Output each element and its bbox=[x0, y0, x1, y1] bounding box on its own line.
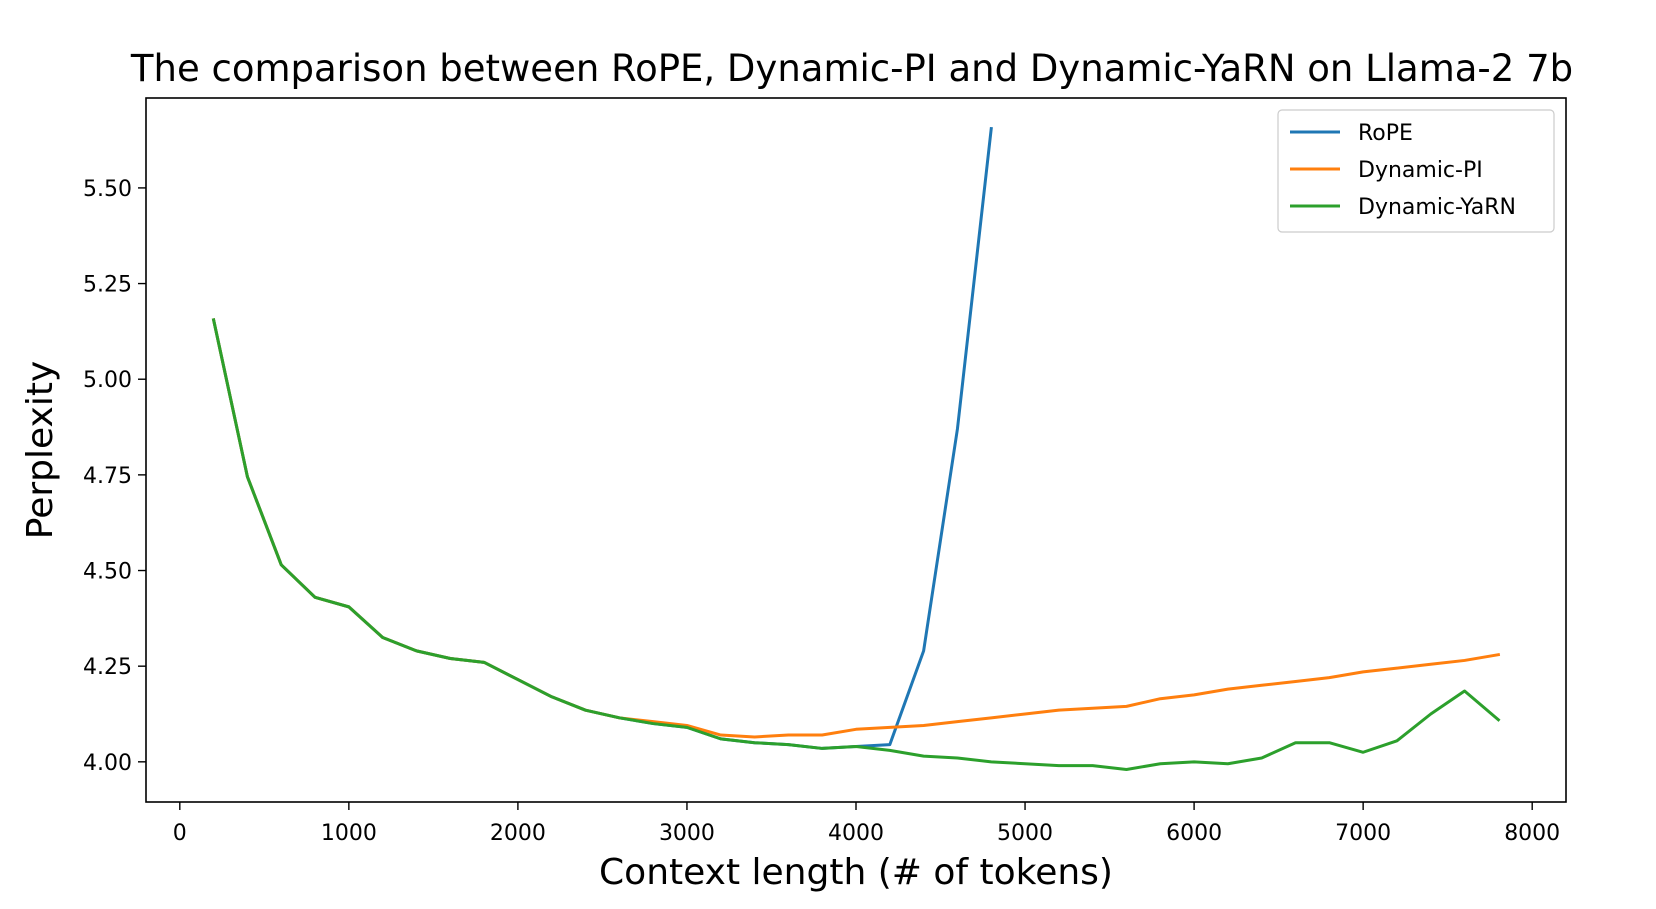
legend-box bbox=[1277, 109, 1555, 233]
y-tick-label: 4.00 bbox=[83, 751, 132, 776]
series-layer bbox=[211, 126, 1501, 771]
y-tick-label: 4.25 bbox=[83, 655, 132, 680]
legend: RoPE Dynamic-PI Dynamic-YaRN bbox=[1277, 109, 1555, 233]
x-tick-label: 5000 bbox=[997, 821, 1053, 846]
x-tick-label: 0 bbox=[173, 821, 187, 846]
y-tick-label: 5.50 bbox=[83, 177, 132, 202]
x-tick-label: 6000 bbox=[1166, 821, 1222, 846]
y-tick-label: 4.75 bbox=[83, 464, 132, 489]
y-axis: 4.00 4.25 4.50 4.75 5.00 5.25 5.50 bbox=[83, 177, 146, 776]
y-tick-label: 4.50 bbox=[83, 560, 132, 585]
x-axis-label: Context length (# of tokens) bbox=[599, 852, 1113, 893]
x-tick-label: 1000 bbox=[321, 821, 377, 846]
chart-title: The comparison between RoPE, Dynamic-PI … bbox=[130, 47, 1573, 90]
x-tick-label: 2000 bbox=[490, 821, 546, 846]
x-tick-label: 3000 bbox=[659, 821, 715, 846]
legend-label-rope: RoPE bbox=[1358, 121, 1413, 146]
series-line-rope bbox=[211, 126, 993, 750]
y-tick-label: 5.25 bbox=[83, 273, 132, 298]
x-tick-label: 8000 bbox=[1504, 821, 1560, 846]
legend-label-dynamic-pi: Dynamic-PI bbox=[1358, 158, 1483, 183]
y-tick-label: 5.00 bbox=[83, 368, 132, 393]
legend-label-dynamic-yarn: Dynamic-YaRN bbox=[1358, 195, 1516, 220]
x-axis: 0 1000 2000 3000 4000 5000 6000 7000 8000 bbox=[173, 802, 1560, 846]
x-tick-label: 4000 bbox=[828, 821, 884, 846]
y-axis-label: Perplexity bbox=[20, 361, 61, 539]
series-line-dynamic-yarn bbox=[211, 318, 1501, 771]
x-tick-label: 7000 bbox=[1335, 821, 1391, 846]
series-line-dynamic-pi bbox=[211, 318, 1501, 739]
